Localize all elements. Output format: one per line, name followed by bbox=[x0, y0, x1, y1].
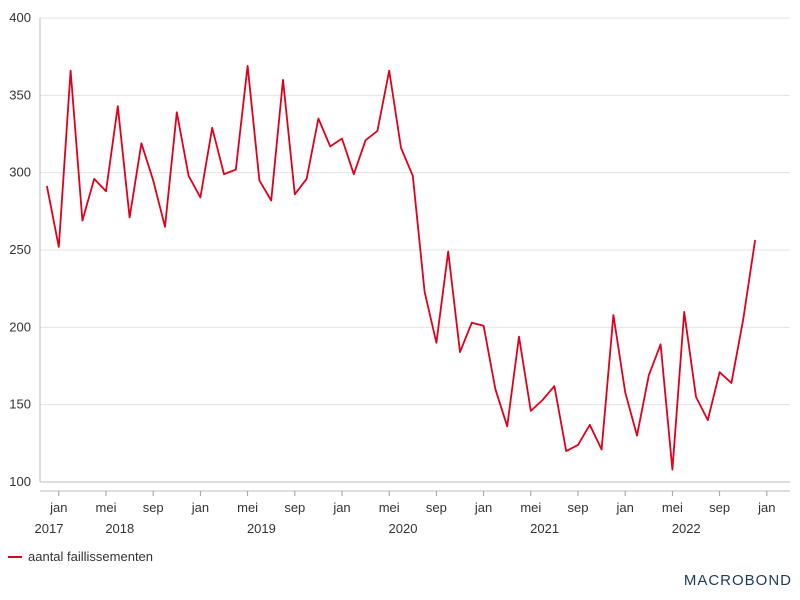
y-tick-label: 300 bbox=[9, 165, 31, 180]
x-tick-label: mei bbox=[662, 500, 683, 515]
x-year-label: 2022 bbox=[672, 521, 701, 536]
x-tick-label: jan bbox=[474, 500, 492, 515]
y-tick-label: 100 bbox=[9, 474, 31, 489]
y-tick-label: 250 bbox=[9, 242, 31, 257]
x-year-label: 2017 bbox=[35, 521, 64, 536]
x-tick-label: mei bbox=[237, 500, 258, 515]
x-tick-label: jan bbox=[332, 500, 350, 515]
series-line bbox=[46, 65, 756, 471]
x-axis-ticks: jan mei sep jan mei sep jan mei sep jan mei sep jan m… bbox=[49, 491, 775, 515]
x-year-label: 2020 bbox=[389, 521, 418, 536]
x-tick-label: jan bbox=[616, 500, 634, 515]
x-tick-label: sep bbox=[284, 500, 305, 515]
y-axis-ticks: 100 150 200 250 300 350 400 bbox=[9, 10, 31, 489]
x-tick-label: mei bbox=[96, 500, 117, 515]
x-year-label: 2021 bbox=[530, 521, 559, 536]
x-tick-label: sep bbox=[709, 500, 730, 515]
y-tick-label: 400 bbox=[9, 10, 31, 25]
x-tick-label: mei bbox=[379, 500, 400, 515]
legend-swatch bbox=[8, 555, 22, 558]
series-group bbox=[46, 65, 756, 471]
x-tick-label: sep bbox=[426, 500, 447, 515]
x-tick-label: jan bbox=[757, 500, 775, 515]
x-year-label: 2019 bbox=[247, 521, 276, 536]
x-tick-label: mei bbox=[520, 500, 541, 515]
y-tick-label: 150 bbox=[9, 397, 31, 412]
brand-logo: MACROBOND bbox=[683, 572, 792, 589]
y-tick-label: 200 bbox=[9, 319, 31, 334]
y-tick-label: 350 bbox=[9, 87, 31, 102]
x-tick-label: sep bbox=[568, 500, 589, 515]
x-year-label: 2018 bbox=[105, 521, 134, 536]
x-axis-year-labels: 2017 2018 2019 2020 2021 2022 bbox=[35, 521, 701, 536]
x-tick-label: jan bbox=[191, 500, 209, 515]
x-tick-label: sep bbox=[143, 500, 164, 515]
legend-label: aantal faillissementen bbox=[28, 549, 154, 564]
x-tick-label: jan bbox=[49, 500, 67, 515]
grid-lines bbox=[40, 17, 790, 483]
x-axis bbox=[39, 18, 790, 492]
legend: aantal faillissementen bbox=[8, 549, 153, 564]
